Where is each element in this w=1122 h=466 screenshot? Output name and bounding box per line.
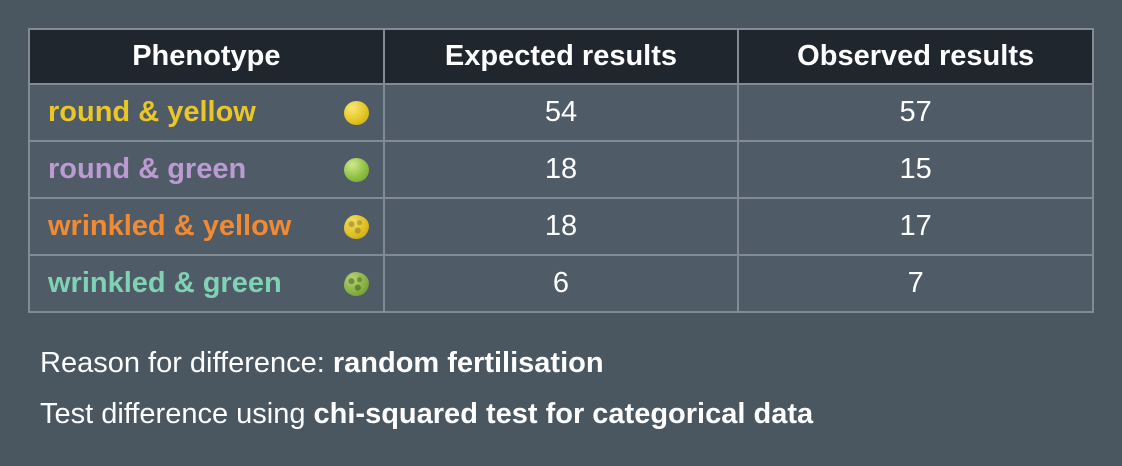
observed-value: 7	[737, 254, 1094, 313]
results-table: Phenotype Expected results Observed resu…	[28, 28, 1094, 313]
observed-value: 17	[737, 197, 1094, 256]
header-expected: Expected results	[382, 28, 740, 85]
test-prefix: Test difference using	[40, 398, 314, 430]
expected-value: 18	[382, 197, 740, 256]
wrinkled-green-pea-icon	[343, 271, 369, 296]
reason-bold-text: random fertilisation	[332, 347, 604, 379]
table-row: wrinkled & green 6 7	[28, 254, 1094, 313]
test-line: Test difference using chi-squared test f…	[40, 398, 1094, 431]
round-yellow-pea-icon	[343, 100, 369, 125]
phenotype-label: wrinkled & yellow	[48, 210, 292, 242]
header-phenotype: Phenotype	[28, 28, 385, 85]
observed-value: 57	[737, 83, 1094, 142]
phenotype-label: round & green	[48, 153, 247, 185]
test-bold-text: chi-squared test for categorical data	[313, 398, 814, 430]
reason-line: Reason for difference: random fertilisat…	[40, 347, 1094, 380]
footer-notes: Reason for difference: random fertilisat…	[28, 347, 1094, 431]
table-header-row: Phenotype Expected results Observed resu…	[28, 28, 1094, 85]
phenotype-label: round & yellow	[48, 96, 256, 128]
header-observed: Observed results	[737, 28, 1094, 85]
table-row: wrinkled & yellow 18 17	[28, 197, 1094, 256]
observed-value: 15	[737, 140, 1094, 199]
expected-value: 18	[382, 140, 740, 199]
table-row: round & green 18 15	[28, 140, 1094, 199]
round-green-pea-icon	[343, 157, 369, 182]
phenotype-label: wrinkled & green	[48, 267, 282, 299]
expected-value: 6	[382, 254, 740, 313]
wrinkled-yellow-pea-icon	[343, 214, 369, 239]
table-row: round & yellow 54 57	[28, 83, 1094, 142]
reason-prefix: Reason for difference:	[40, 347, 333, 379]
expected-value: 54	[382, 83, 740, 142]
